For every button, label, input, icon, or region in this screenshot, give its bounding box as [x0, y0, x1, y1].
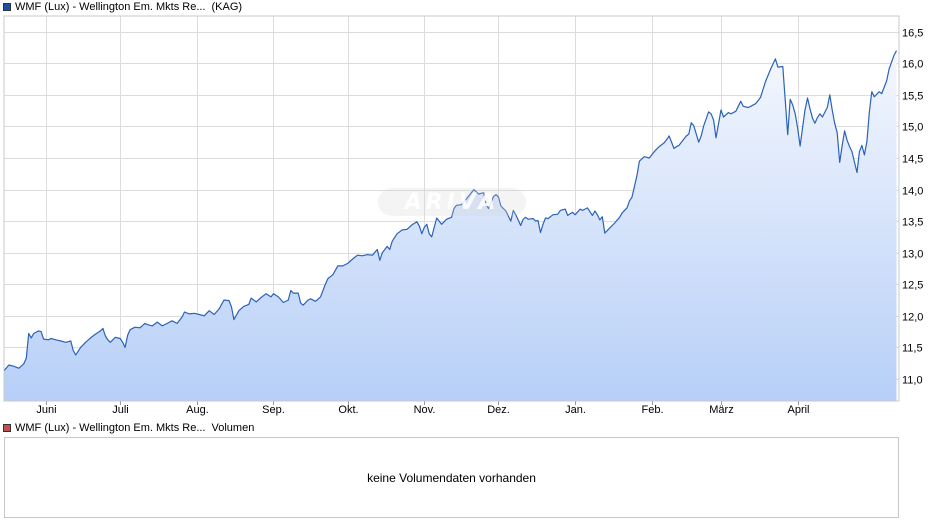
- y-tick-label: 12,0: [902, 312, 923, 324]
- y-tick-label: 13,5: [902, 217, 923, 229]
- y-tick-label: 15,5: [902, 91, 923, 103]
- price-area: [4, 50, 897, 401]
- x-month-label: Okt.: [338, 404, 358, 416]
- y-tick-label: 16,0: [902, 59, 923, 71]
- price-legend: WMF (Lux) - Wellington Em. Mkts Re... (K…: [3, 0, 242, 14]
- y-tick-label: 13,0: [902, 249, 923, 261]
- plot-frame: [3, 15, 900, 402]
- price-series-suffix: (KAG): [211, 1, 243, 13]
- x-month-label: Juni: [36, 404, 56, 416]
- x-month-label: Feb.: [641, 404, 663, 416]
- y-tick-label: 12,5: [902, 280, 923, 292]
- x-month-label: Aug.: [186, 404, 209, 416]
- x-month-label: April: [787, 404, 809, 416]
- y-tick-label: 16,5: [902, 28, 923, 40]
- y-tick-label: 14,0: [902, 186, 923, 198]
- ariva-watermark: ARIVA: [378, 188, 526, 216]
- x-month-label: Juli: [112, 404, 129, 416]
- volume-series-suffix: Volumen: [211, 422, 255, 434]
- x-month-label: März: [709, 404, 733, 416]
- y-tick-label: 14,5: [902, 154, 923, 166]
- volume-legend: WMF (Lux) - Wellington Em. Mkts Re... Vo…: [3, 421, 254, 435]
- price-series-swatch: [3, 3, 11, 11]
- volume-series-name: WMF (Lux) - Wellington Em. Mkts Re...: [15, 422, 206, 434]
- y-tick-label: 15,0: [902, 122, 923, 134]
- x-month-label: Jan.: [565, 404, 586, 416]
- x-month-label: Nov.: [414, 404, 436, 416]
- y-tick-label: 11,5: [902, 343, 923, 355]
- price-series-name: WMF (Lux) - Wellington Em. Mkts Re...: [15, 1, 206, 13]
- price-line: [3, 50, 898, 372]
- volume-panel: keine Volumendaten vorhanden: [4, 437, 899, 518]
- y-tick-label: 11,0: [902, 375, 923, 387]
- x-month-label: Sep.: [262, 404, 285, 416]
- volume-series-swatch: [3, 424, 11, 432]
- no-volume-message: keine Volumendaten vorhanden: [367, 470, 536, 485]
- x-month-label: Dez.: [487, 404, 510, 416]
- price-chart: 11,0 11,5 12,0 12,5 13,0 13,5 14,0 14,5 15,0 15,5…: [3, 15, 923, 416]
